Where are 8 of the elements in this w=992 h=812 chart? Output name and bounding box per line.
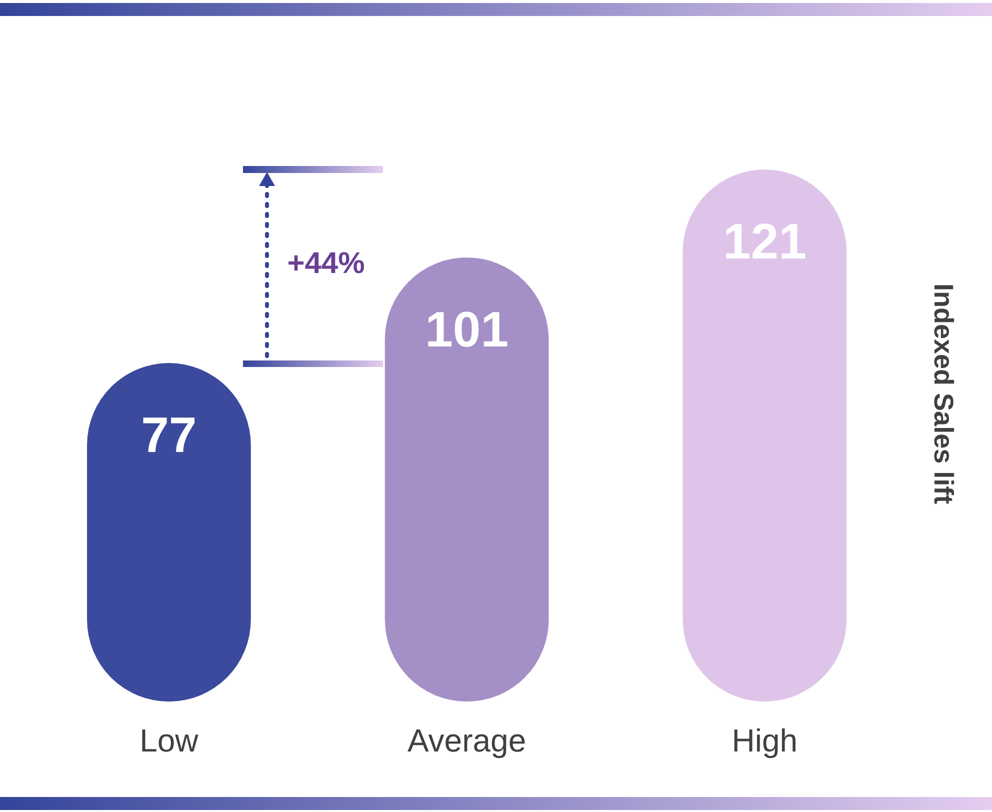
y-axis-title: Indexed Sales lift [928, 284, 958, 504]
x-tick-label: High [732, 722, 798, 759]
x-tick-label: Low [140, 722, 200, 759]
data-label: 77 [141, 406, 197, 463]
data-label: 121 [722, 213, 806, 270]
annotation: +44% [287, 246, 365, 280]
data-label: 101 [425, 301, 509, 358]
x-tick-label: Average [407, 722, 526, 759]
